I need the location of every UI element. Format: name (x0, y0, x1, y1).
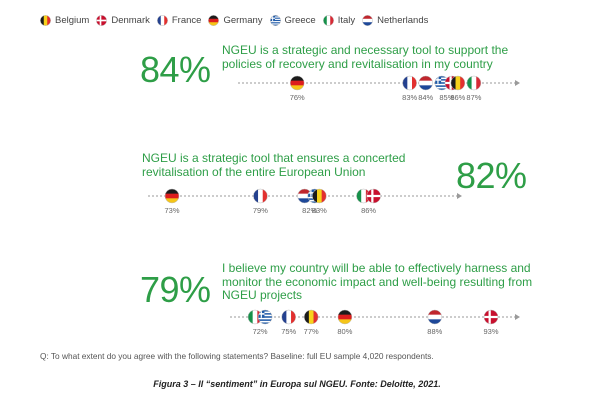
data-label: 85% (439, 93, 454, 102)
legend-label-greece: Greece (284, 14, 316, 26)
data-point-denmark (366, 188, 381, 204)
dot-plot-1: 76% 83% 84% 85%86% 87% (238, 75, 520, 102)
axis-arrow (457, 193, 462, 199)
data-label: 75% (281, 327, 296, 336)
data-point-belgium (312, 188, 327, 204)
legend-item-denmark: Denmark (96, 15, 150, 26)
data-label: 86% (450, 93, 465, 102)
data-point-netherlands (418, 75, 433, 91)
data-label: 76% (290, 93, 305, 102)
data-point-greece (434, 75, 450, 91)
data-label: 79% (253, 206, 268, 215)
data-point-france (253, 188, 268, 204)
data-point-france (402, 75, 417, 91)
denmark-flag-icon (96, 14, 108, 26)
data-label: 93% (483, 327, 498, 336)
axis-arrow (515, 80, 520, 86)
data-label: 83% (312, 206, 327, 215)
data-label: 72% (253, 327, 268, 336)
axis-arrow (515, 314, 520, 320)
legend: Belgium Denmark France Germany Greece Italy Ne… (40, 12, 428, 28)
data-label: 77% (304, 327, 319, 336)
germany-flag-icon (208, 14, 220, 26)
legend-item-germany: Germany (208, 14, 263, 26)
data-point-germany (337, 309, 353, 325)
data-point-france (281, 309, 296, 325)
data-label: 82% (302, 206, 317, 215)
legend-item-italy: Italy (322, 14, 356, 26)
data-point-belgium (303, 309, 319, 325)
data-label: 87% (466, 93, 481, 102)
legend-label-germany: Germany (223, 14, 263, 26)
data-point-germany (164, 188, 180, 204)
legend-label-netherlands: Netherlands (377, 14, 429, 26)
data-label: 73% (164, 206, 179, 215)
data-label: 80% (337, 327, 352, 336)
data-point-greece (257, 309, 273, 325)
legend-item-netherlands: Netherlands (362, 15, 428, 26)
legend-label-italy: Italy (337, 14, 356, 26)
legend-item-greece: Greece (269, 14, 316, 26)
overall-percent-3: 79% (140, 269, 211, 310)
data-point-denmark (483, 309, 499, 325)
italy-flag-icon (322, 14, 334, 26)
belgium-flag-icon (40, 14, 51, 26)
footnote: Q: To what extent do you agree with the … (40, 351, 434, 361)
legend-label-denmark: Denmark (111, 14, 150, 26)
data-label: 88% (427, 327, 442, 336)
legend-label-france: France (171, 14, 202, 26)
legend-item-belgium: Belgium (40, 15, 89, 26)
overall-percent-2: 82% (456, 155, 527, 196)
data-point-belgium (450, 75, 466, 91)
netherlands-flag-icon (362, 14, 374, 26)
data-label: 86% (361, 206, 376, 215)
data-point-italy (466, 75, 482, 91)
legend-item-france: France (156, 14, 202, 26)
statement-3: I believe my country will be able to eff… (222, 261, 533, 302)
france-flag-icon (156, 14, 168, 26)
figure-caption: Figura 3 – Il “sentiment” in Europa sul … (153, 379, 441, 389)
data-point-netherlands (427, 309, 443, 325)
greece-flag-icon (269, 14, 281, 26)
statement-1: NGEU is a strategic and necessary tool t… (222, 43, 509, 71)
legend-label-belgium: Belgium (55, 14, 90, 26)
dot-plot-3: 72% 75% 77% 80% 88% 93% (230, 309, 520, 336)
data-point-germany (289, 75, 305, 91)
data-label: 84% (418, 93, 433, 102)
data-label: 83% (402, 93, 417, 102)
overall-percent-1: 84% (140, 49, 211, 90)
dot-plot-2: 73% 79% 82%83% 86% (148, 188, 462, 215)
statement-2: NGEU is a strategic tool that ensures a … (142, 151, 406, 179)
